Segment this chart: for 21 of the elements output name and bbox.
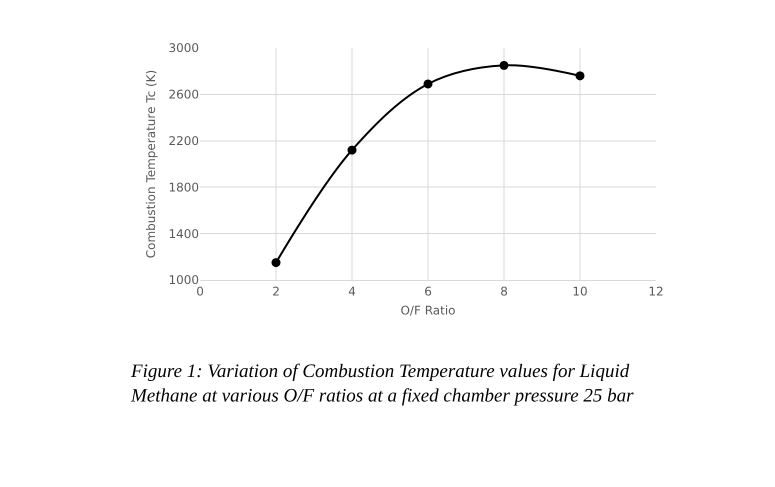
y-axis-title: Combustion Temperature Tc (K)	[144, 70, 158, 258]
y-tick-label: 3000	[168, 41, 199, 56]
y-tick-label: 2600	[168, 88, 199, 102]
y-tick-label: 1000	[168, 273, 199, 288]
x-tick-label: 8	[500, 284, 508, 298]
point	[424, 79, 432, 88]
caption: Figure 1: Variation of Combustion Temperature values for Liquid Methane at various O/F ratios at a fixed chamber pressure 25 bar	[130, 361, 634, 407]
x-axis-title: O/F Ratio	[400, 303, 456, 318]
point	[272, 258, 280, 268]
x-tick-label: 12	[648, 284, 664, 298]
y-tick-label: 1400	[168, 226, 199, 241]
x-tick-label: 10	[572, 284, 588, 298]
point	[348, 146, 356, 155]
y-tick-label: 1800	[168, 180, 199, 194]
point	[576, 71, 584, 80]
y-tick-label: 2200	[168, 134, 199, 148]
point	[500, 60, 508, 70]
x-tick-label: 6	[424, 284, 432, 298]
x-tick-label: 2	[272, 284, 280, 298]
x-tick-label: 4	[348, 284, 356, 298]
x-tick-label: 0	[196, 284, 204, 298]
